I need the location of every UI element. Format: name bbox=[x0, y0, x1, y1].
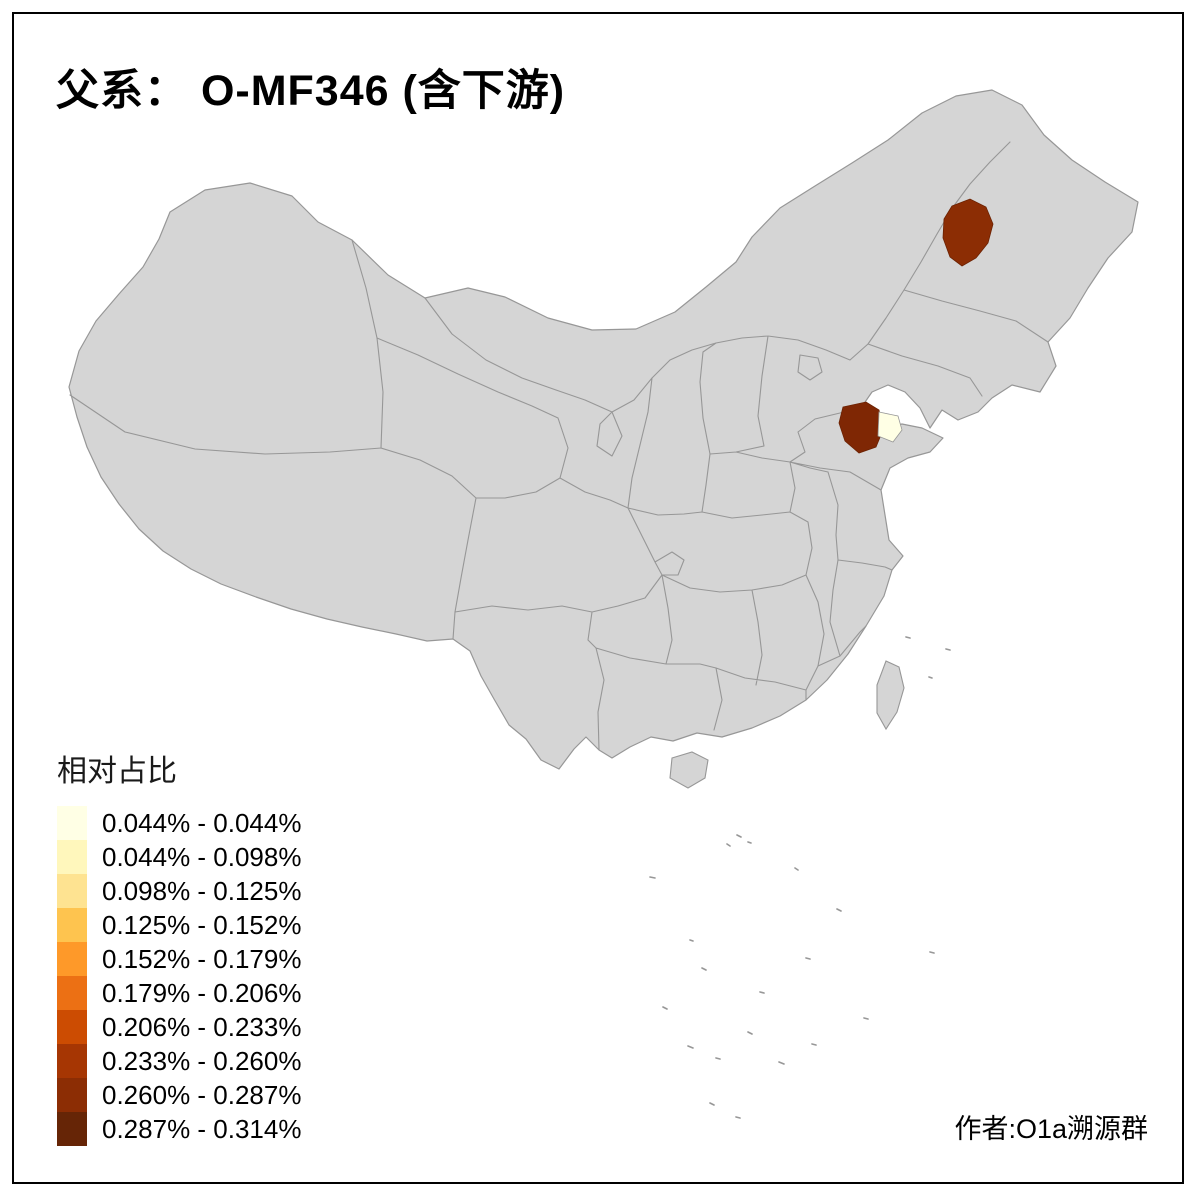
legend-swatch bbox=[57, 806, 87, 840]
legend-item: 0.233% - 0.260% bbox=[57, 1044, 301, 1078]
legend-swatch bbox=[57, 908, 87, 942]
legend-label: 0.287% - 0.314% bbox=[102, 1113, 302, 1144]
legend-item: 0.044% - 0.098% bbox=[57, 840, 301, 874]
legend-label: 0.179% - 0.206% bbox=[102, 977, 302, 1008]
legend-swatch bbox=[57, 1078, 87, 1112]
region-northeast-highlight bbox=[942, 198, 994, 267]
map-title: 父系： O-MF346 (含下游) bbox=[56, 67, 566, 115]
legend-label: 0.125% - 0.152% bbox=[102, 909, 302, 940]
legend-title: 相对占比 bbox=[57, 755, 177, 788]
legend-item: 0.206% - 0.233% bbox=[57, 1010, 301, 1044]
legend-label: 0.233% - 0.260% bbox=[102, 1045, 302, 1076]
legend-item: 0.125% - 0.152% bbox=[57, 908, 301, 942]
legend-swatch bbox=[57, 1112, 87, 1146]
legend-label: 0.098% - 0.125% bbox=[102, 875, 302, 906]
legend-label: 0.152% - 0.179% bbox=[102, 943, 302, 974]
legend-item: 0.260% - 0.287% bbox=[57, 1078, 301, 1112]
region-east-light-highlight bbox=[877, 411, 903, 443]
legend-item: 0.287% - 0.314% bbox=[57, 1112, 301, 1146]
sea-islands bbox=[649, 636, 951, 1119]
legend: 相对占比 0.044% - 0.044% 0.044% - 0.098% 0.0… bbox=[57, 746, 301, 1146]
legend-item: 0.152% - 0.179% bbox=[57, 942, 301, 976]
region-east-dark-highlight bbox=[838, 401, 884, 454]
attribution: 作者:O1a溯源群 bbox=[954, 1114, 1148, 1144]
legend-swatch bbox=[57, 1044, 87, 1078]
province-borders bbox=[69, 141, 1049, 751]
legend-label: 0.260% - 0.287% bbox=[102, 1079, 302, 1110]
legend-label: 0.044% - 0.098% bbox=[102, 841, 302, 872]
legend-swatch bbox=[57, 942, 87, 976]
legend-item: 0.179% - 0.206% bbox=[57, 976, 301, 1010]
legend-swatch bbox=[57, 840, 87, 874]
taiwan-island bbox=[876, 660, 905, 731]
legend-item: 0.098% - 0.125% bbox=[57, 874, 301, 908]
legend-item: 0.044% - 0.044% bbox=[57, 806, 301, 840]
mainland-outline bbox=[68, 89, 1139, 770]
legend-swatch bbox=[57, 976, 87, 1010]
legend-swatch bbox=[57, 1010, 87, 1044]
legend-swatch bbox=[57, 874, 87, 908]
legend-label: 0.044% - 0.044% bbox=[102, 807, 302, 838]
legend-label: 0.206% - 0.233% bbox=[102, 1011, 302, 1042]
hainan-island bbox=[669, 751, 709, 789]
